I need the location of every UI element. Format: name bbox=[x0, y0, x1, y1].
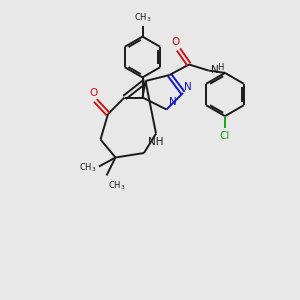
Text: CH$_3$: CH$_3$ bbox=[134, 11, 151, 24]
Text: O: O bbox=[90, 88, 98, 98]
Text: N: N bbox=[184, 82, 192, 92]
Text: N: N bbox=[211, 65, 219, 75]
Text: CH$_3$: CH$_3$ bbox=[79, 162, 97, 174]
Text: NH: NH bbox=[148, 137, 164, 147]
Text: Cl: Cl bbox=[220, 131, 230, 141]
Text: O: O bbox=[171, 37, 180, 47]
Text: N: N bbox=[169, 98, 176, 107]
Text: H: H bbox=[218, 63, 224, 72]
Text: CH$_3$: CH$_3$ bbox=[108, 180, 125, 193]
